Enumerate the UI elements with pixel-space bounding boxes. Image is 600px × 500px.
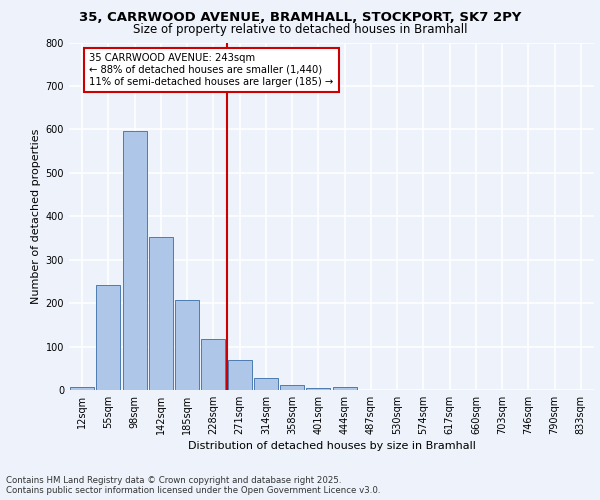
Text: Contains HM Land Registry data © Crown copyright and database right 2025.
Contai: Contains HM Land Registry data © Crown c… xyxy=(6,476,380,495)
Bar xyxy=(280,385,304,390)
Text: 35 CARRWOOD AVENUE: 243sqm
← 88% of detached houses are smaller (1,440)
11% of s: 35 CARRWOOD AVENUE: 243sqm ← 88% of deta… xyxy=(89,54,334,86)
Bar xyxy=(96,285,121,390)
Bar xyxy=(332,386,356,390)
Bar xyxy=(122,130,147,390)
Bar xyxy=(254,378,278,390)
Text: 35, CARRWOOD AVENUE, BRAMHALL, STOCKPORT, SK7 2PY: 35, CARRWOOD AVENUE, BRAMHALL, STOCKPORT… xyxy=(79,11,521,24)
Bar xyxy=(70,386,94,390)
Bar xyxy=(306,388,331,390)
Bar xyxy=(202,338,226,390)
Bar xyxy=(227,360,252,390)
X-axis label: Distribution of detached houses by size in Bramhall: Distribution of detached houses by size … xyxy=(188,441,475,451)
Bar xyxy=(175,300,199,390)
Bar xyxy=(149,237,173,390)
Text: Size of property relative to detached houses in Bramhall: Size of property relative to detached ho… xyxy=(133,22,467,36)
Y-axis label: Number of detached properties: Number of detached properties xyxy=(31,128,41,304)
